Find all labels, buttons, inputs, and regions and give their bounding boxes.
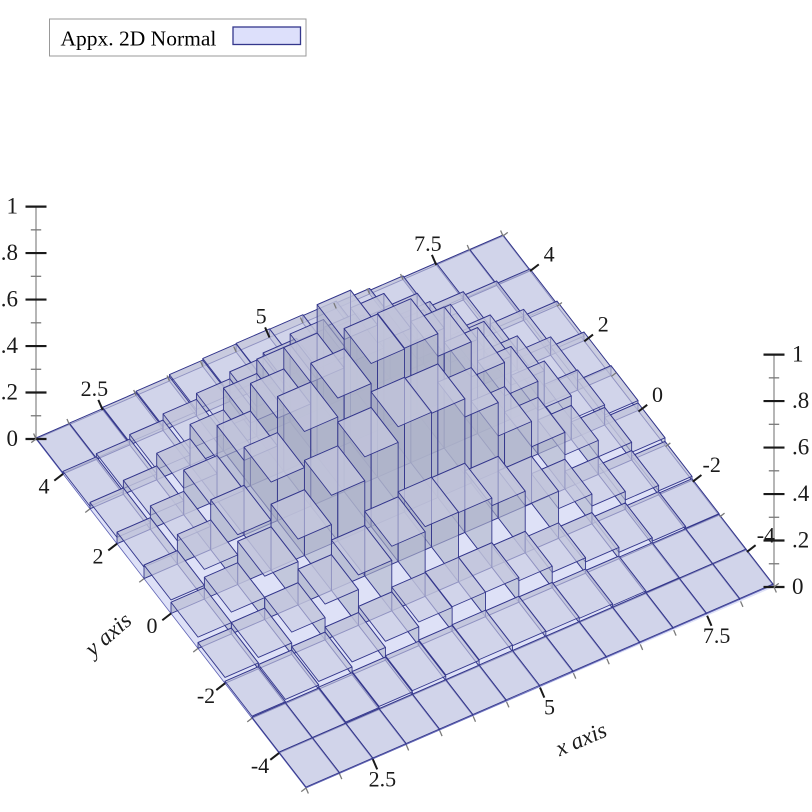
svg-text:.8: .8 (1, 240, 18, 265)
svg-text:.4: .4 (792, 481, 810, 506)
svg-text:0: 0 (792, 574, 804, 599)
svg-text:7.5: 7.5 (703, 623, 731, 648)
svg-text:0: 0 (652, 382, 663, 407)
svg-text:1: 1 (792, 342, 804, 367)
svg-text:-4: -4 (251, 753, 269, 778)
svg-text:2.5: 2.5 (81, 376, 109, 401)
svg-text:5: 5 (544, 695, 555, 720)
svg-text:7.5: 7.5 (414, 231, 442, 256)
svg-text:2: 2 (598, 312, 609, 337)
svg-text:.2: .2 (792, 528, 809, 553)
svg-text:1: 1 (7, 194, 19, 219)
svg-text:-2: -2 (703, 452, 721, 477)
svg-text:-2: -2 (197, 683, 215, 708)
svg-text:.6: .6 (792, 435, 809, 460)
svg-text:4: 4 (544, 241, 555, 266)
svg-text:0: 0 (7, 426, 19, 451)
svg-text:.8: .8 (792, 388, 809, 413)
svg-text:Appx. 2D Normal: Appx. 2D Normal (61, 27, 217, 51)
svg-text:5: 5 (256, 303, 267, 328)
svg-text:.6: .6 (1, 287, 18, 312)
svg-text:2.5: 2.5 (369, 766, 397, 791)
svg-text:2: 2 (93, 543, 104, 568)
svg-text:4: 4 (39, 474, 50, 499)
svg-text:.2: .2 (1, 380, 18, 405)
svg-text:0: 0 (147, 613, 158, 638)
svg-text:-4: -4 (757, 522, 775, 547)
svg-text:.4: .4 (1, 333, 19, 358)
